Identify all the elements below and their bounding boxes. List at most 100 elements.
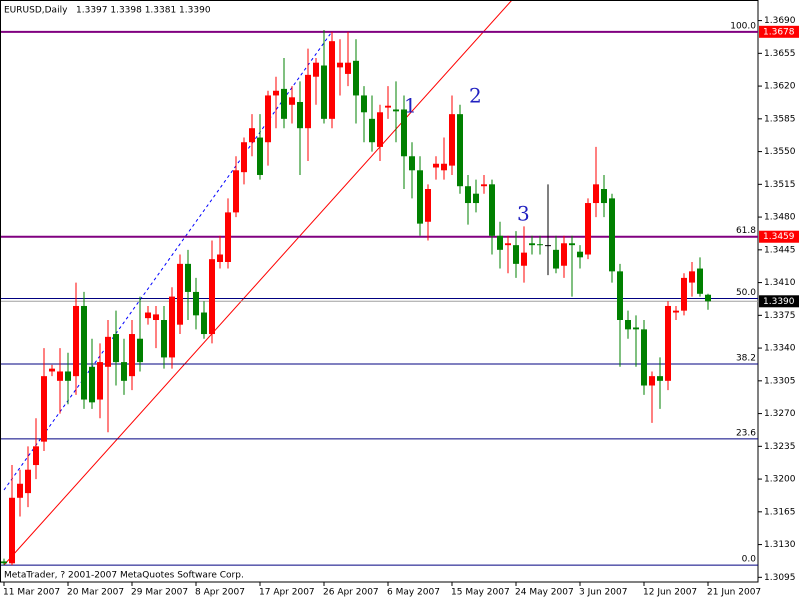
candle-body bbox=[673, 310, 679, 313]
candle-body bbox=[689, 271, 695, 283]
candle-body bbox=[457, 114, 463, 187]
candle-body bbox=[377, 112, 383, 147]
level-label: 61.8 bbox=[736, 226, 756, 236]
candle-body bbox=[273, 90, 279, 96]
candle-body bbox=[425, 189, 431, 222]
price-box-label: 1.3678 bbox=[763, 27, 795, 37]
candle-body bbox=[601, 189, 607, 204]
x-tick-label: 11 Mar 2007 bbox=[3, 588, 60, 598]
candle-body bbox=[121, 362, 127, 381]
candle-body bbox=[265, 95, 271, 143]
x-tick-label: 20 Mar 2007 bbox=[67, 588, 124, 598]
candle-body bbox=[9, 497, 15, 564]
candle-body bbox=[625, 320, 631, 330]
x-tick-label: 8 Apr 2007 bbox=[195, 588, 245, 598]
y-tick-label: 1.3410 bbox=[764, 278, 796, 288]
candle-body bbox=[649, 376, 655, 386]
candle-body bbox=[25, 469, 31, 494]
candle-body bbox=[393, 109, 399, 112]
candle-body bbox=[361, 95, 367, 113]
candle-body bbox=[73, 305, 79, 377]
candle-body bbox=[489, 184, 495, 236]
candle-body bbox=[81, 305, 87, 400]
candle-body bbox=[145, 312, 151, 319]
y-tick-label: 1.3480 bbox=[764, 213, 796, 223]
y-tick-label: 1.3200 bbox=[764, 475, 796, 485]
x-tick-label: 12 Jun 2007 bbox=[643, 588, 697, 598]
x-tick-label: 17 Apr 2007 bbox=[259, 588, 315, 598]
candle-body bbox=[1, 561, 7, 564]
candle-body bbox=[233, 170, 239, 213]
candle-body bbox=[217, 254, 223, 262]
y-tick-label: 1.3305 bbox=[764, 376, 796, 386]
candle-body bbox=[401, 109, 407, 157]
candle-body bbox=[409, 156, 415, 171]
footer: MetaTrader, ? 2001-2007 MetaQuotes Softw… bbox=[4, 571, 244, 581]
candle-body bbox=[49, 368, 55, 372]
candle-body bbox=[449, 114, 455, 166]
x-tick-label: 15 May 2007 bbox=[451, 588, 510, 598]
candle-body bbox=[553, 249, 559, 269]
candle-body bbox=[209, 259, 215, 335]
y-tick-label: 1.3235 bbox=[764, 442, 796, 452]
candle-body bbox=[185, 263, 191, 292]
candle-body bbox=[105, 336, 111, 367]
candle-body bbox=[337, 62, 343, 68]
candle-body bbox=[161, 320, 167, 358]
price-box-label: 1.3459 bbox=[763, 232, 795, 242]
plot-frame bbox=[0, 0, 759, 583]
candle-body bbox=[289, 97, 295, 105]
level-label: 23.6 bbox=[736, 428, 756, 438]
candle-body bbox=[577, 251, 583, 258]
candle-body bbox=[465, 186, 471, 204]
candle-body bbox=[545, 245, 551, 247]
candle-body bbox=[697, 268, 703, 294]
level-label: 100.0 bbox=[730, 21, 756, 31]
y-tick-label: 1.3130 bbox=[764, 540, 796, 550]
candle-body bbox=[497, 235, 503, 250]
candle-body bbox=[305, 74, 311, 129]
candle-body bbox=[657, 376, 663, 381]
candle-body bbox=[385, 105, 391, 108]
x-tick-label: 3 Jun 2007 bbox=[579, 588, 627, 598]
price-box bbox=[759, 230, 799, 243]
candle-body bbox=[329, 41, 335, 119]
y-tick-label: 1.3655 bbox=[764, 49, 796, 59]
y-tick-label: 1.3165 bbox=[764, 507, 796, 517]
candle-body bbox=[433, 163, 439, 168]
y-tick-label: 1.3515 bbox=[764, 180, 796, 190]
candle-body bbox=[257, 137, 263, 175]
x-tick-label: 29 Mar 2007 bbox=[131, 588, 188, 598]
candle-body bbox=[249, 128, 255, 143]
y-tick-label: 1.3375 bbox=[764, 311, 796, 321]
candle-body bbox=[505, 243, 511, 246]
candle-body bbox=[353, 60, 359, 96]
candle-body bbox=[17, 483, 23, 498]
candle-body bbox=[609, 198, 615, 272]
candle-body bbox=[633, 327, 639, 330]
y-tick-label: 1.3340 bbox=[764, 344, 796, 354]
annotation: 2 bbox=[469, 84, 482, 108]
candle-body bbox=[177, 263, 183, 325]
candle-body bbox=[569, 243, 575, 246]
candle-body bbox=[33, 446, 39, 466]
candle-body bbox=[297, 101, 303, 129]
candle-body bbox=[241, 142, 247, 173]
candle-body bbox=[137, 338, 143, 363]
y-tick-label: 1.3270 bbox=[764, 409, 796, 419]
y-tick-label: 1.3690 bbox=[764, 16, 796, 26]
y-tick-label: 1.3620 bbox=[764, 82, 796, 92]
candle-body bbox=[441, 163, 447, 171]
price-box-label: 1.3390 bbox=[763, 297, 795, 307]
candle-body bbox=[473, 193, 479, 204]
level-label: 0.0 bbox=[742, 555, 757, 565]
header-ohlc: 1.3397 1.3398 1.3381 1.3390 bbox=[76, 6, 211, 16]
level-label: 50.0 bbox=[736, 288, 756, 298]
y-tick-label: 1.3585 bbox=[764, 114, 796, 124]
candle-body bbox=[321, 65, 327, 119]
candle-body bbox=[561, 243, 567, 266]
candle-body bbox=[529, 243, 535, 246]
candle-body bbox=[65, 371, 71, 381]
candle-body bbox=[57, 371, 63, 381]
